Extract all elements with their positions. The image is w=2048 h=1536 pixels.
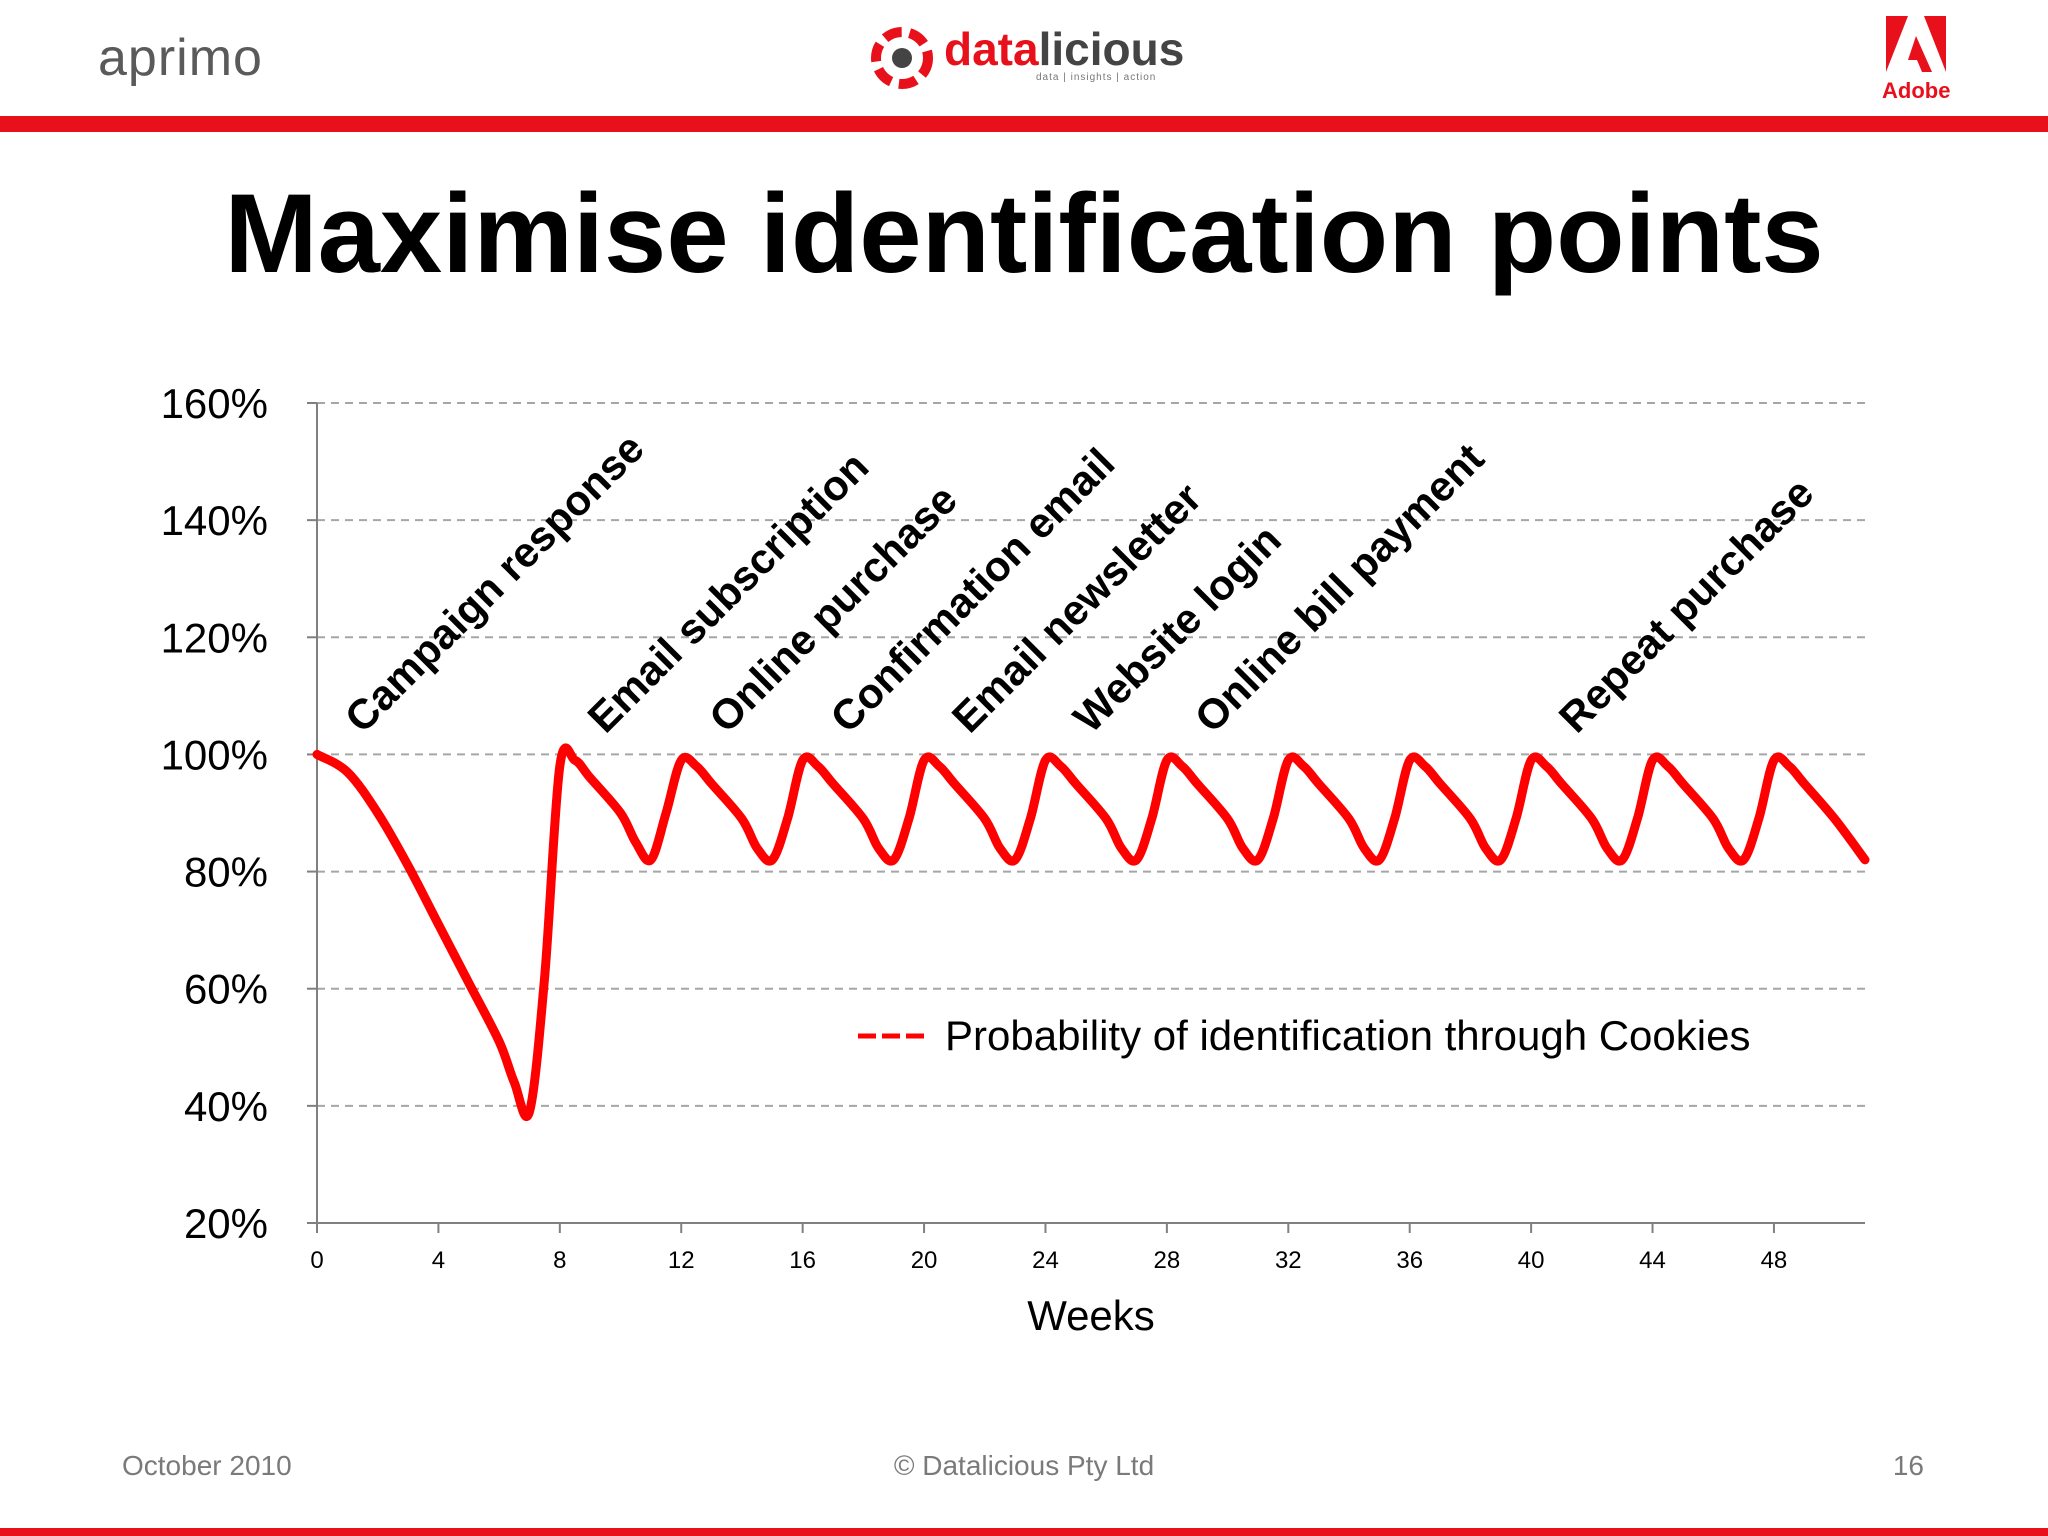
chart-axes [307,402,1865,1233]
datalicious-tagline: data | insights | action [1036,72,1157,83]
x-tick-label: 24 [1032,1247,1059,1274]
chart-series [312,743,1870,1121]
adobe-logo: Adobe [1882,14,1950,104]
x-tick-label: 12 [668,1247,695,1274]
header-accent-bar [0,116,2048,132]
datalicious-mark-icon [871,27,933,89]
slide-title: Maximise identification points [224,171,1824,296]
y-tick-label: 40% [184,1083,268,1130]
chart-legend: Probability of identification through Co… [858,1012,1750,1059]
x-axis-label: Weeks [1027,1292,1155,1339]
x-tick-label: 40 [1518,1247,1545,1274]
y-tick-label: 80% [184,849,268,896]
adobe-a-icon [1886,16,1946,72]
x-tick-label: 8 [553,1247,566,1274]
y-tick-label: 140% [161,497,268,544]
x-tick-label: 4 [432,1247,445,1274]
chart-gridlines [317,402,1865,1107]
y-tick-label: 20% [184,1200,268,1247]
y-tick-label: 60% [184,966,268,1013]
series-line [312,743,1870,1121]
footer-page-number: 16 [1892,1450,1924,1481]
aprimo-logo: aprimo [98,29,263,87]
cookie-identification-chart: 20%40%60%80%100%120%140%160% 0 4 8 12 16 20 24… [161,380,1870,1339]
y-tick-label: 100% [161,731,268,778]
y-tick-label: 120% [161,614,268,661]
slide-header: aprimo datalicious data | insights | act… [0,0,2048,120]
footer-date: October 2010 [122,1450,292,1481]
x-tick-label: 32 [1275,1247,1302,1274]
milestone-label: Website login [1064,516,1290,742]
legend-label: Probability of identification through Co… [945,1012,1750,1059]
x-axis-ticks: 0 4 8 12 16 20 24 28 32 36 40 44 48 [310,1247,1787,1274]
milestone-label: Repeat purchase [1550,469,1823,742]
x-tick-label: 16 [789,1247,816,1274]
x-tick-label: 28 [1154,1247,1181,1274]
y-axis-ticks: 20% 40% 60% 80% 100% 120% 140% 160% [161,380,268,1247]
x-tick-label: 0 [310,1247,323,1274]
footer-accent-bar [0,1528,2048,1536]
x-tick-label: 20 [911,1247,938,1274]
datalicious-wordmark: datalicious [944,23,1185,75]
footer-copyright: © Datalicious Pty Ltd [893,1450,1155,1481]
adobe-wordmark: Adobe [1882,78,1951,103]
x-tick-label: 44 [1639,1247,1666,1274]
y-tick-label: 160% [161,380,268,427]
x-tick-label: 36 [1396,1247,1423,1274]
x-tick-label: 48 [1761,1247,1788,1274]
